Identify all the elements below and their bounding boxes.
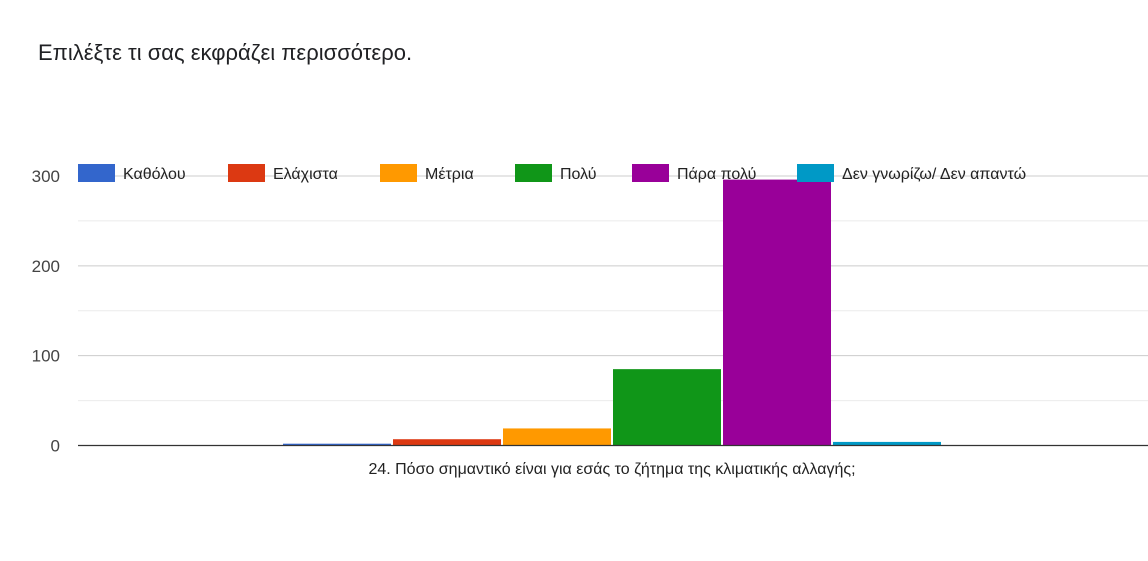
bar-4[interactable] xyxy=(613,369,721,446)
bar-3[interactable] xyxy=(503,428,611,446)
legend-swatch xyxy=(380,164,417,182)
page-title: Επιλέξτε τι σας εκφράζει περισσότερο. xyxy=(38,40,413,65)
legend-label: Δεν γνωρίζω/ Δεν απαντώ xyxy=(842,166,1026,183)
legend-swatch xyxy=(228,164,265,182)
y-tick-label: 300 xyxy=(32,167,60,186)
legend-label: Πολύ xyxy=(560,166,597,183)
bars xyxy=(283,179,941,446)
bar-5[interactable] xyxy=(723,179,831,446)
legend-label: Μέτρια xyxy=(425,166,474,183)
bar-2[interactable] xyxy=(393,439,501,446)
x-category-label: 24. Πόσο σημαντικό είναι για εσάς το ζήτ… xyxy=(368,461,855,478)
grid-lines xyxy=(78,175,1148,402)
legend-swatch xyxy=(515,164,552,182)
bar-1[interactable] xyxy=(283,443,391,446)
y-tick-label: 100 xyxy=(32,347,60,366)
legend-label: Καθόλου xyxy=(123,166,186,183)
legend-swatch xyxy=(78,164,115,182)
bar-6[interactable] xyxy=(833,441,941,446)
legend-label: Πάρα πολύ xyxy=(677,166,756,183)
legend-swatch xyxy=(797,164,834,182)
legend-swatch xyxy=(632,164,669,182)
y-tick-label: 200 xyxy=(32,257,60,276)
y-tick-label: 0 xyxy=(51,437,60,456)
legend-label: Ελάχιστα xyxy=(273,166,338,183)
legend: Καθόλου Ελάχιστα Μέτρια Πολύ Πάρα πολύ Δεν γν… xyxy=(78,164,1026,183)
y-axis-ticks: 0 100 200 300 xyxy=(32,167,60,456)
